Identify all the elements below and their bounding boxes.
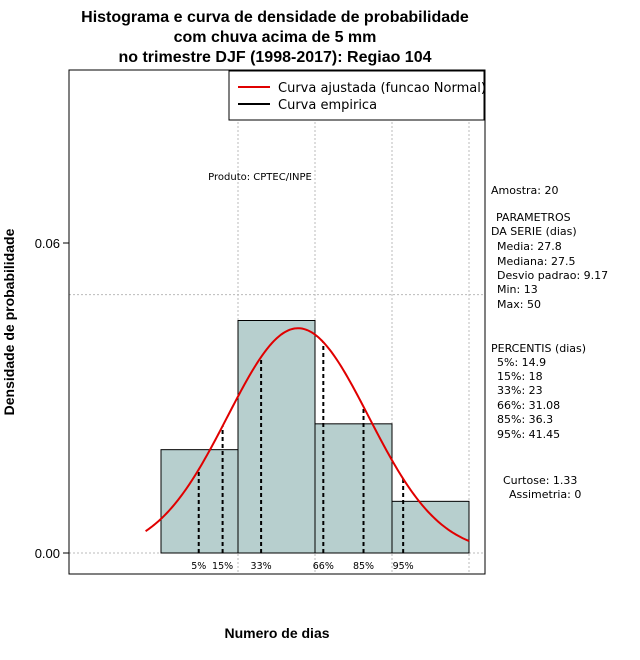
param-max: Max: 50	[497, 298, 541, 311]
legend-label-empirical: Curva empirica	[278, 98, 377, 113]
normal-curve-line	[145, 327, 470, 542]
sample-size: Amostra: 20	[491, 184, 558, 197]
percentil-5: 5%: 14.9	[497, 356, 546, 369]
product-label: Produto: CPTEC/INPE	[208, 172, 312, 183]
histogram-bar-2	[314, 423, 393, 554]
legend: Curva ajustada (funcao Normal) Curva emp…	[228, 70, 486, 121]
ytick-label-0: 0.00	[35, 546, 60, 561]
param-mediana: Mediana: 27.5	[497, 255, 575, 268]
percentil-33: 33%: 23	[497, 384, 543, 397]
percentile-label-4: 85%	[353, 561, 374, 572]
ytick-label-1: 0.06	[35, 236, 60, 251]
percentile-label-1: 15%	[212, 561, 233, 572]
x-axis-label: Numero de dias	[224, 625, 329, 641]
percentis-title: PERCENTIS (dias)	[491, 342, 586, 355]
percentile-label-0: 5%	[191, 561, 206, 572]
params-title-1: PARAMETROS	[496, 211, 571, 224]
bars-layer	[160, 320, 470, 554]
chart-title-line-2: com chuva acima de 5 mm	[174, 29, 377, 46]
percentil-15: 15%: 18	[497, 370, 543, 383]
histogram-bar-3	[391, 500, 470, 554]
y-axis	[63, 242, 69, 554]
param-media: Media: 27.8	[497, 240, 562, 253]
assimetria: Assimetria: 0	[509, 488, 581, 501]
percentil-66: 66%: 31.08	[497, 399, 560, 412]
percentile-label-5: 95%	[393, 561, 414, 572]
percentil-85: 85%: 36.3	[497, 413, 553, 426]
plot-border	[68, 69, 486, 575]
legend-box	[228, 70, 485, 121]
chart-title-line-3: no trimestre DJF (1998-2017): Regiao 104	[118, 49, 431, 66]
histogram-bar-1	[237, 320, 316, 554]
param-desvio: Desvio padrao: 9.17	[497, 269, 608, 282]
side-panel: Amostra: 20 PARAMETROS DA SERIE (dias) M…	[491, 184, 608, 501]
param-min: Min: 13	[497, 283, 538, 296]
params-title-2: DA SERIE (dias)	[491, 225, 577, 238]
percentile-lines-layer: 5% 15% 33% 66% 85% 95%	[191, 342, 414, 572]
chart-title-line-1: Histograma e curva de densidade de proba…	[81, 9, 469, 26]
percentile-label-2: 33%	[251, 561, 272, 572]
percentil-95: 95%: 41.45	[497, 428, 560, 441]
legend-label-normal: Curva ajustada (funcao Normal)	[278, 81, 486, 96]
percentile-label-3: 66%	[313, 561, 334, 572]
curtose: Curtose: 1.33	[503, 474, 577, 487]
y-axis-label: Densidade de probabilidade	[1, 228, 17, 415]
